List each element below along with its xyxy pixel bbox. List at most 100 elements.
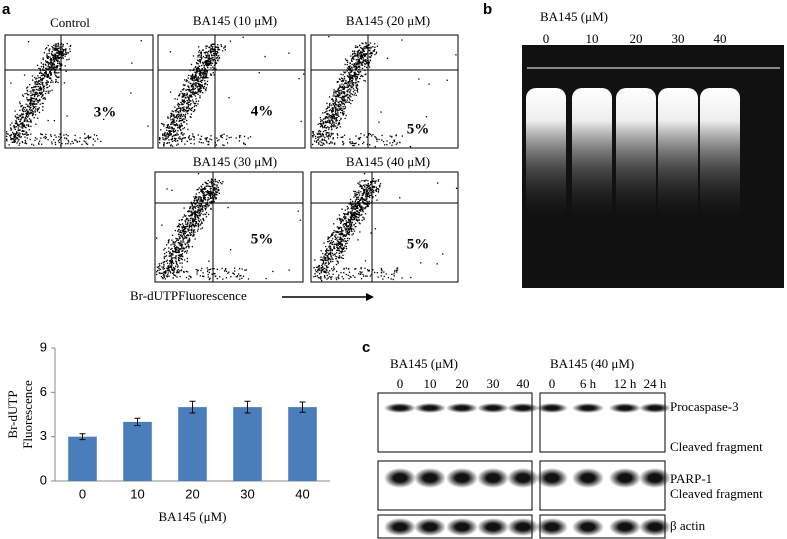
event (338, 217, 340, 219)
event (213, 191, 215, 194)
event (200, 86, 202, 88)
event (203, 195, 205, 197)
event (352, 216, 354, 218)
event (54, 57, 56, 59)
event (378, 184, 381, 186)
event (55, 48, 58, 51)
event (200, 83, 202, 86)
event (340, 221, 342, 223)
event (74, 134, 76, 137)
event (353, 65, 355, 67)
event (338, 120, 341, 122)
event (358, 138, 361, 140)
event (180, 120, 182, 122)
event (356, 87, 358, 89)
event (170, 114, 173, 116)
event (39, 89, 41, 91)
event (180, 244, 182, 246)
event (341, 208, 343, 210)
event (175, 275, 177, 277)
event (363, 217, 365, 219)
event (130, 92, 132, 94)
event (54, 49, 56, 51)
event (188, 215, 191, 217)
event (76, 140, 78, 143)
event (372, 196, 374, 198)
event (357, 50, 359, 52)
event (177, 239, 179, 241)
event (351, 230, 353, 233)
event (47, 73, 50, 75)
event (344, 238, 346, 240)
event (15, 123, 17, 125)
event (331, 120, 334, 122)
event (54, 45, 56, 47)
event (27, 110, 29, 112)
event (324, 262, 326, 264)
event (358, 213, 361, 215)
event (334, 105, 336, 107)
event (203, 61, 206, 63)
event (362, 53, 365, 55)
event (43, 97, 45, 99)
lane-label: 30 (672, 31, 685, 46)
event (331, 257, 333, 259)
event (212, 199, 215, 201)
event (348, 98, 351, 100)
event (208, 213, 210, 216)
event (194, 79, 197, 81)
event (337, 109, 339, 111)
event (67, 141, 70, 143)
event (322, 262, 324, 265)
event (325, 129, 327, 132)
event (208, 59, 210, 61)
event (179, 117, 181, 120)
event (360, 64, 362, 66)
event (173, 267, 175, 270)
event (32, 105, 34, 107)
event (332, 104, 335, 106)
event (173, 120, 175, 122)
event (391, 135, 393, 138)
event (194, 205, 196, 207)
event (199, 97, 201, 99)
event (325, 117, 327, 119)
event (206, 69, 208, 72)
event (353, 217, 355, 219)
event (341, 103, 344, 105)
event (173, 116, 175, 118)
event (18, 123, 20, 126)
event (329, 253, 331, 256)
event (22, 141, 24, 144)
event (326, 250, 328, 252)
event (344, 63, 346, 66)
event (362, 61, 364, 64)
event (181, 235, 183, 238)
event (194, 74, 197, 76)
event (216, 57, 218, 59)
event (173, 245, 175, 248)
event (212, 54, 214, 56)
event (455, 54, 457, 56)
event (361, 64, 364, 66)
event (216, 278, 218, 280)
event (159, 142, 161, 144)
event (182, 100, 184, 102)
event (14, 134, 17, 136)
event (34, 76, 36, 79)
event (162, 261, 164, 264)
event (339, 226, 341, 228)
event (339, 92, 341, 94)
event (59, 133, 61, 135)
event (346, 242, 348, 244)
event (317, 265, 319, 267)
event (170, 266, 172, 268)
event (212, 59, 214, 61)
event (34, 139, 36, 142)
event (14, 122, 16, 125)
event (185, 250, 187, 252)
event (208, 58, 210, 60)
event (163, 125, 165, 127)
event (201, 205, 204, 207)
event (189, 223, 191, 225)
